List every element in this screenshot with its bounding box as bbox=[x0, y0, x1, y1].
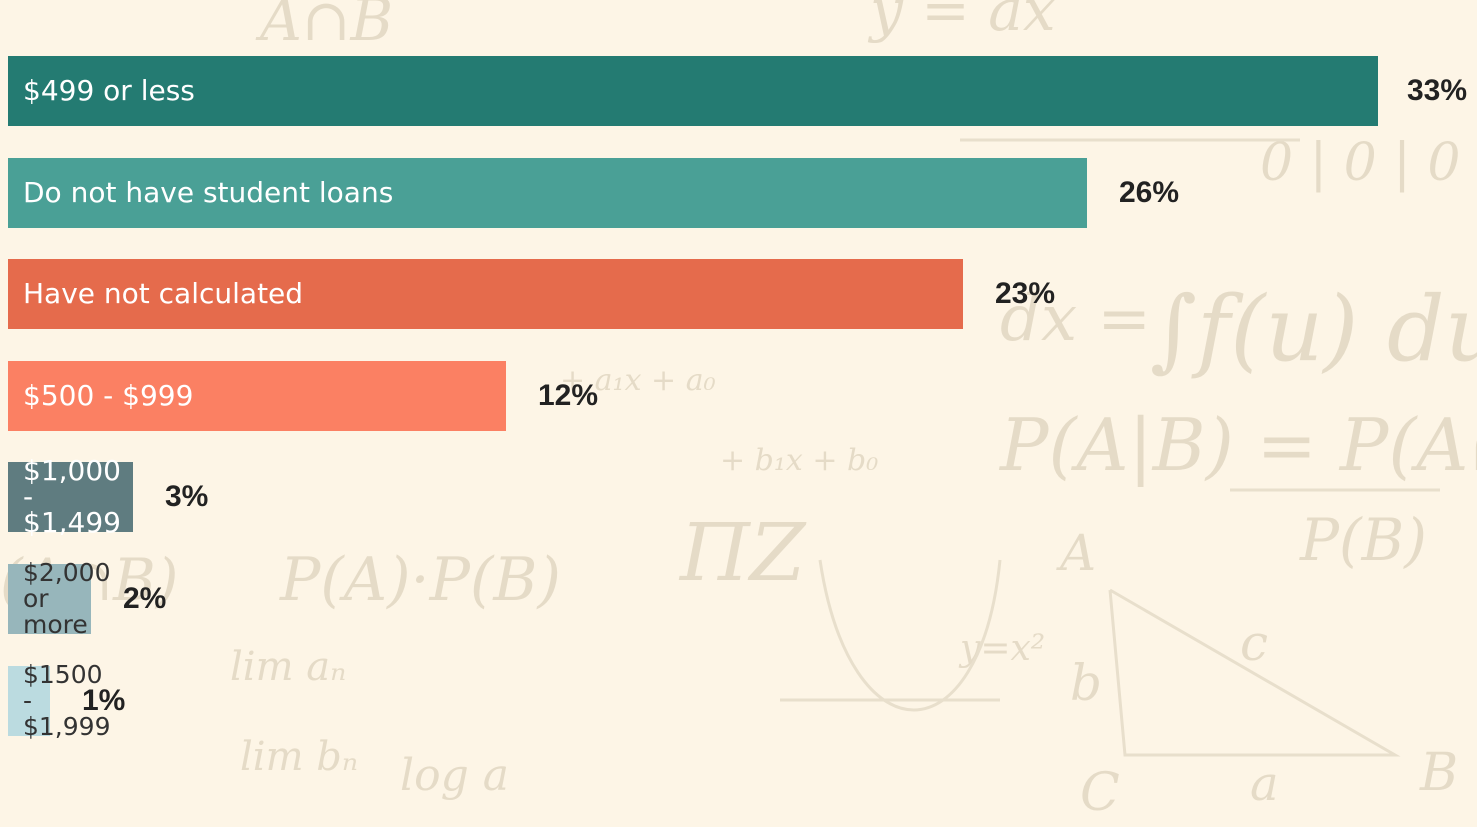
value-label-0: 33% bbox=[1407, 74, 1468, 107]
bar-5: $2,000 or more bbox=[8, 560, 110, 638]
bar-label-0: $499 or less bbox=[23, 74, 195, 107]
value-label-2: 23% bbox=[995, 277, 1056, 310]
bar-label-1: Do not have student loans bbox=[23, 176, 394, 209]
bar-label-3: $500 - $999 bbox=[23, 379, 194, 412]
bar-label-6: $1500 - $1,999 bbox=[23, 660, 111, 741]
bar-label-4: $1,000 - $1,499 bbox=[23, 454, 121, 539]
value-label-6: 1% bbox=[82, 684, 126, 717]
bar-4: $1,000 - $1,499 bbox=[8, 454, 133, 539]
bar-6: $1500 - $1,999 bbox=[8, 662, 110, 740]
bar-1: Do not have student loans bbox=[8, 158, 1087, 228]
bar-0: $499 or less bbox=[8, 56, 1378, 126]
value-label-5: 2% bbox=[123, 582, 167, 615]
value-label-4: 3% bbox=[165, 480, 209, 513]
bar-label-5: $2,000 or more bbox=[23, 558, 111, 639]
bar-3: $500 - $999 bbox=[8, 361, 506, 431]
bar-2: Have not calculated bbox=[8, 259, 963, 329]
bar-label-2: Have not calculated bbox=[23, 277, 304, 310]
value-label-1: 26% bbox=[1119, 176, 1180, 209]
value-label-3: 12% bbox=[538, 379, 599, 412]
